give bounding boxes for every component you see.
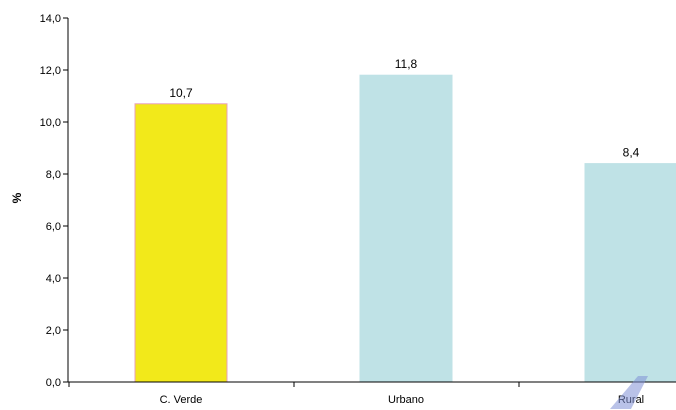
y-tick-label: 14,0 xyxy=(40,13,61,25)
y-axis-title-group: % xyxy=(10,192,24,203)
axes xyxy=(67,18,676,387)
bar-urbano xyxy=(359,74,453,383)
bar-rural xyxy=(584,163,676,383)
y-tick-label: 10,0 xyxy=(40,117,61,129)
decor xyxy=(610,376,648,409)
data-label: 8,4 xyxy=(623,146,640,160)
y-tick-label: 4,0 xyxy=(46,273,61,285)
y-tick-label: 12,0 xyxy=(40,65,61,77)
y-axis: 0,0 2,0 4,0 6,0 8,0 10,0 12,0 14,0 xyxy=(40,13,68,389)
bars xyxy=(134,74,676,383)
data-label: 10,7 xyxy=(169,86,193,100)
y-tick-label: 0,0 xyxy=(46,377,61,389)
watermark-stroke xyxy=(610,376,648,409)
y-tick-label: 8,0 xyxy=(46,169,61,181)
y-tick-label: 6,0 xyxy=(46,221,61,233)
data-label: 11,8 xyxy=(395,57,418,71)
y-tick-label: 2,0 xyxy=(46,325,61,337)
y-axis-title: % xyxy=(10,192,24,203)
x-category-label: C. Verde xyxy=(160,394,203,406)
bar-c-verde xyxy=(134,103,228,383)
x-category-label: Urbano xyxy=(388,394,424,406)
